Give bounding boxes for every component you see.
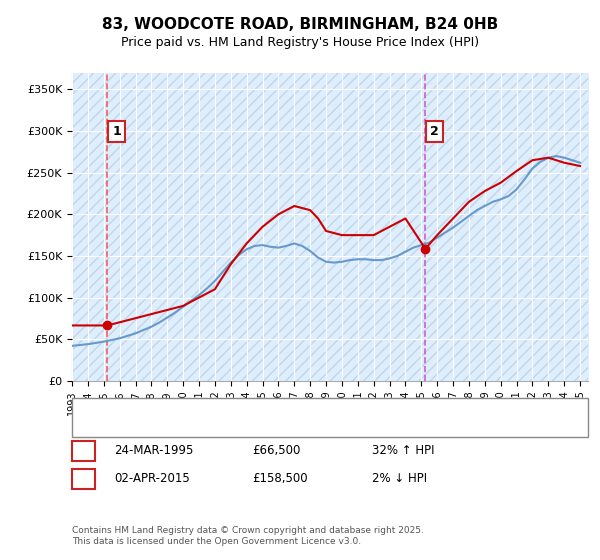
83, WOODCOTE ROAD, BIRMINGHAM, B24 0HB (semi-detached house) (68, 322, 76, 329)
83, WOODCOTE ROAD, BIRMINGHAM, B24 0HB (semi-detached house) (227, 261, 235, 268)
83, WOODCOTE ROAD, BIRMINGHAM, B24 0HB (semi-detached house) (307, 207, 314, 213)
83, WOODCOTE ROAD, BIRMINGHAM, B24 0HB (semi-detached house) (179, 302, 187, 309)
Line: HPI: Average price, semi-detached house, Birmingham: HPI: Average price, semi-detached house,… (72, 156, 580, 346)
Text: 2: 2 (430, 125, 439, 138)
83, WOODCOTE ROAD, BIRMINGHAM, B24 0HB (semi-detached house) (449, 215, 457, 222)
83, WOODCOTE ROAD, BIRMINGHAM, B24 0HB (semi-detached house) (314, 215, 322, 222)
83, WOODCOTE ROAD, BIRMINGHAM, B24 0HB (semi-detached house) (545, 155, 552, 161)
Text: Contains HM Land Registry data © Crown copyright and database right 2025.
This d: Contains HM Land Registry data © Crown c… (72, 526, 424, 546)
Text: 1: 1 (112, 125, 121, 138)
Line: 83, WOODCOTE ROAD, BIRMINGHAM, B24 0HB (semi-detached house): 83, WOODCOTE ROAD, BIRMINGHAM, B24 0HB (… (72, 158, 580, 325)
83, WOODCOTE ROAD, BIRMINGHAM, B24 0HB (semi-detached house) (497, 179, 504, 186)
Text: Price paid vs. HM Land Registry's House Price Index (HPI): Price paid vs. HM Land Registry's House … (121, 36, 479, 49)
83, WOODCOTE ROAD, BIRMINGHAM, B24 0HB (semi-detached house) (529, 157, 536, 164)
83, WOODCOTE ROAD, BIRMINGHAM, B24 0HB (semi-detached house) (104, 322, 111, 329)
HPI: Average price, semi-detached house, Birmingham: (2.01e+03, 1.42e+05): Average price, semi-detached house, Birm… (331, 259, 338, 266)
83, WOODCOTE ROAD, BIRMINGHAM, B24 0HB (semi-detached house) (104, 322, 111, 329)
HPI: Average price, semi-detached house, Birmingham: (1.99e+03, 4.2e+04): Average price, semi-detached house, Birm… (68, 343, 76, 349)
83, WOODCOTE ROAD, BIRMINGHAM, B24 0HB (semi-detached house) (560, 160, 568, 166)
83, WOODCOTE ROAD, BIRMINGHAM, B24 0HB (semi-detached house) (275, 211, 282, 218)
83, WOODCOTE ROAD, BIRMINGHAM, B24 0HB (semi-detached house) (434, 232, 441, 239)
Text: £66,500: £66,500 (252, 444, 301, 458)
Text: 83, WOODCOTE ROAD, BIRMINGHAM, B24 0HB: 83, WOODCOTE ROAD, BIRMINGHAM, B24 0HB (102, 17, 498, 32)
83, WOODCOTE ROAD, BIRMINGHAM, B24 0HB (semi-detached house) (577, 162, 584, 169)
83, WOODCOTE ROAD, BIRMINGHAM, B24 0HB (semi-detached house) (422, 245, 429, 252)
83, WOODCOTE ROAD, BIRMINGHAM, B24 0HB (semi-detached house) (513, 167, 520, 174)
83, WOODCOTE ROAD, BIRMINGHAM, B24 0HB (semi-detached house) (259, 223, 266, 230)
83, WOODCOTE ROAD, BIRMINGHAM, B24 0HB (semi-detached house) (243, 240, 250, 247)
83, WOODCOTE ROAD, BIRMINGHAM, B24 0HB (semi-detached house) (422, 245, 429, 252)
83, WOODCOTE ROAD, BIRMINGHAM, B24 0HB (semi-detached house) (370, 232, 377, 239)
HPI: Average price, semi-detached house, Birmingham: (2.01e+03, 1.62e+05): Average price, semi-detached house, Birm… (283, 242, 290, 249)
HPI: Average price, semi-detached house, Birmingham: (2.02e+03, 2.68e+05): Average price, semi-detached house, Birm… (560, 155, 568, 161)
Text: 2% ↓ HPI: 2% ↓ HPI (372, 472, 427, 486)
Text: 83, WOODCOTE ROAD, BIRMINGHAM, B24 0HB (semi-detached house): 83, WOODCOTE ROAD, BIRMINGHAM, B24 0HB (… (102, 401, 469, 411)
Text: 1: 1 (79, 444, 88, 458)
83, WOODCOTE ROAD, BIRMINGHAM, B24 0HB (semi-detached house) (354, 232, 361, 239)
83, WOODCOTE ROAD, BIRMINGHAM, B24 0HB (semi-detached house) (290, 203, 298, 209)
HPI: Average price, semi-detached house, Birmingham: (2.02e+03, 2.7e+05): Average price, semi-detached house, Birm… (553, 153, 560, 160)
83, WOODCOTE ROAD, BIRMINGHAM, B24 0HB (semi-detached house) (338, 232, 346, 239)
83, WOODCOTE ROAD, BIRMINGHAM, B24 0HB (semi-detached house) (386, 223, 393, 230)
Text: 32% ↑ HPI: 32% ↑ HPI (372, 444, 434, 458)
HPI: Average price, semi-detached house, Birmingham: (2e+03, 9.6e+04): Average price, semi-detached house, Birm… (187, 297, 194, 304)
Text: HPI: Average price, semi-detached house, Birmingham: HPI: Average price, semi-detached house,… (102, 418, 388, 428)
83, WOODCOTE ROAD, BIRMINGHAM, B24 0HB (semi-detached house) (481, 188, 488, 194)
83, WOODCOTE ROAD, BIRMINGHAM, B24 0HB (semi-detached house) (322, 227, 329, 234)
83, WOODCOTE ROAD, BIRMINGHAM, B24 0HB (semi-detached house) (466, 198, 473, 205)
HPI: Average price, semi-detached house, Birmingham: (2.02e+03, 2.22e+05): Average price, semi-detached house, Birm… (505, 193, 512, 199)
Text: 2: 2 (79, 472, 88, 486)
Text: 02-APR-2015: 02-APR-2015 (114, 472, 190, 486)
Text: 24-MAR-1995: 24-MAR-1995 (114, 444, 193, 458)
HPI: Average price, semi-detached house, Birmingham: (2e+03, 1.31e+05): Average price, semi-detached house, Birm… (219, 268, 226, 275)
83, WOODCOTE ROAD, BIRMINGHAM, B24 0HB (semi-detached house) (402, 215, 409, 222)
Text: £158,500: £158,500 (252, 472, 308, 486)
HPI: Average price, semi-detached house, Birmingham: (2.02e+03, 2.62e+05): Average price, semi-detached house, Birm… (577, 160, 584, 166)
83, WOODCOTE ROAD, BIRMINGHAM, B24 0HB (semi-detached house) (211, 286, 218, 292)
